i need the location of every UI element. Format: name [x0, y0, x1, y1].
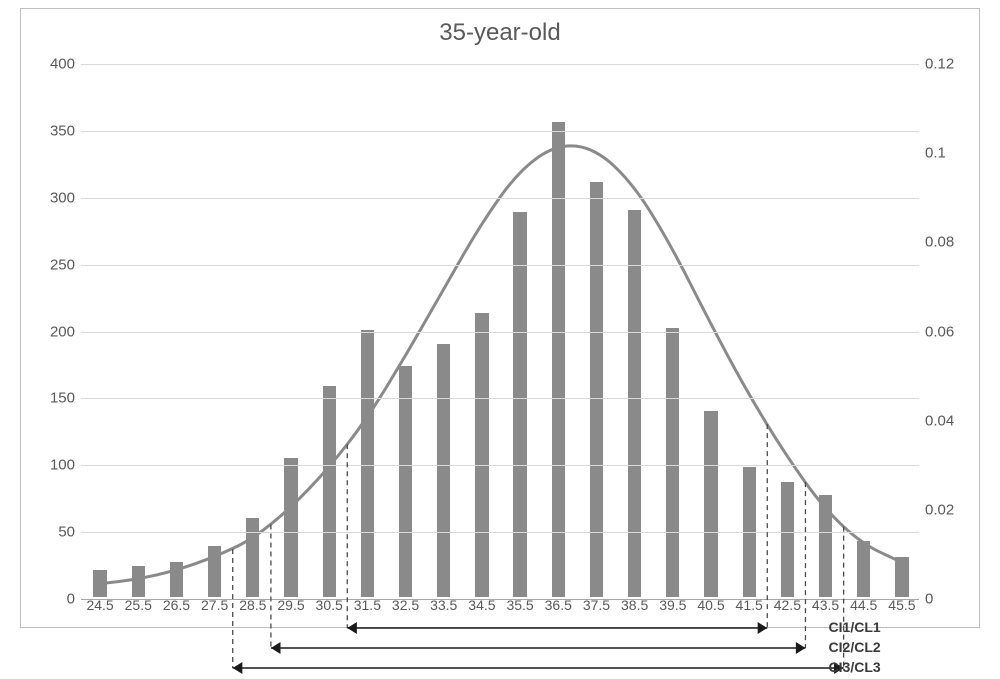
- y-right-tick-label: 0.08: [919, 234, 954, 251]
- y-left-tick-label: 150: [50, 390, 81, 407]
- chart-panel: 35-year-old 24.525.526.527.528.529.530.5…: [20, 8, 980, 628]
- gridline: [81, 398, 919, 399]
- y-left-tick-label: 100: [50, 457, 81, 474]
- gridline: [81, 64, 919, 65]
- y-right-tick-label: 0.04: [919, 412, 954, 429]
- gridline: [81, 599, 919, 600]
- ci2-label: CI2/CL2: [829, 639, 881, 655]
- y-right-tick-label: 0: [919, 591, 933, 608]
- y-left-tick-label: 350: [50, 122, 81, 139]
- gridline: [81, 198, 919, 199]
- plot-area: 24.525.526.527.528.529.530.531.532.533.5…: [81, 64, 919, 597]
- y-right-tick-label: 0.1: [919, 145, 946, 162]
- y-right-tick-label: 0.06: [919, 323, 954, 340]
- ci1-label: CI1/CL1: [829, 619, 881, 635]
- y-left-tick-label: 0: [67, 591, 81, 608]
- y-left-tick-label: 50: [58, 524, 81, 541]
- gridline: [81, 131, 919, 132]
- y-left-tick-label: 400: [50, 56, 81, 73]
- density-curve: [100, 146, 900, 584]
- gridline: [81, 465, 919, 466]
- y-right-tick-label: 0.02: [919, 501, 954, 518]
- y-left-tick-label: 250: [50, 256, 81, 273]
- line-layer: [81, 64, 919, 597]
- y-left-tick-label: 300: [50, 189, 81, 206]
- y-right-tick-label: 0.12: [919, 56, 954, 73]
- x-axis-labels: 24.525.526.527.528.529.530.531.532.533.5…: [81, 597, 919, 617]
- chart-title: 35-year-old: [21, 19, 979, 47]
- gridline: [81, 532, 919, 533]
- gridline: [81, 265, 919, 266]
- y-left-tick-label: 200: [50, 323, 81, 340]
- gridline: [81, 332, 919, 333]
- ci3-label: CI3/CL3: [829, 659, 881, 675]
- chart-frame: 35-year-old 24.525.526.527.528.529.530.5…: [0, 0, 1000, 679]
